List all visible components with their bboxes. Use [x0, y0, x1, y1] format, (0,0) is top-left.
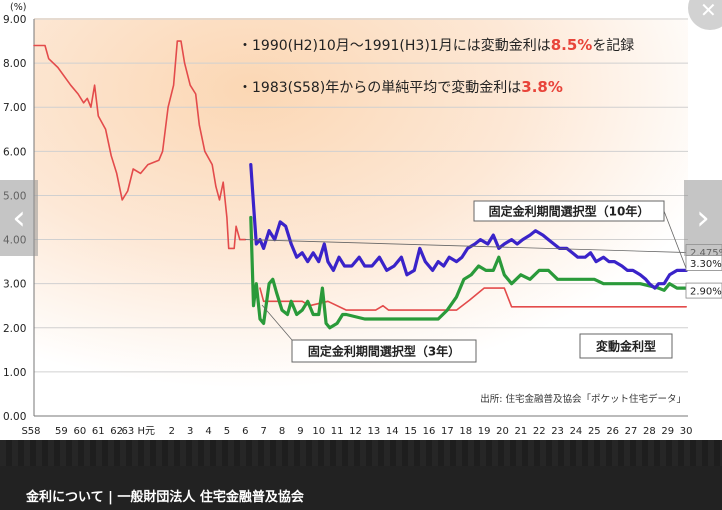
- x-tick-label: 11: [331, 426, 344, 437]
- y-tick-label: 2.00: [3, 323, 26, 335]
- series-label-box: [291, 339, 477, 363]
- series-line-3: [249, 163, 688, 290]
- source-note: 出所: 住宅金融普及協会「ポケット住宅データ」: [480, 393, 686, 405]
- x-tick-label: 4: [205, 426, 211, 437]
- x-tick-label: 28: [643, 426, 656, 437]
- x-tick-label: 3: [187, 426, 193, 437]
- series-label-leader: [261, 304, 293, 341]
- image-caption: 金利について | 一般財団法人 住宅金融普及協会: [26, 490, 304, 505]
- x-tick-label: 16: [423, 426, 436, 437]
- x-tick-label: 24: [570, 426, 583, 437]
- series-label-1: 固定金利期間選択型（3年）: [308, 344, 460, 359]
- x-tick-label: 30: [680, 426, 693, 437]
- y-tick-label: 3.00: [3, 279, 26, 291]
- x-tick-label: 13: [367, 426, 380, 437]
- x-tick-label: 5: [224, 426, 230, 437]
- y-tick-label: 9.00: [3, 14, 26, 26]
- x-tick-label: S58: [21, 426, 40, 437]
- x-tick-label: 27: [625, 426, 638, 437]
- annotation-1: ・1983(S58)年からの単純平均で変動金利は3.8%: [238, 78, 563, 96]
- x-tick-label: 61: [92, 426, 105, 437]
- y-tick-label: 6.00: [3, 146, 26, 158]
- x-tick-label: 14: [386, 426, 399, 437]
- series-label-box: [473, 200, 665, 222]
- x-tick-label: H元: [137, 426, 155, 437]
- next-image-button[interactable]: ›: [684, 180, 722, 256]
- end-label-leader: [245, 239, 689, 253]
- x-tick-label: 25: [588, 426, 601, 437]
- annotation-text: を記録: [592, 37, 634, 54]
- series-label-box: [579, 333, 673, 359]
- annotation-highlight: 8.5%: [551, 36, 593, 54]
- y-tick-label: 1.00: [3, 367, 26, 379]
- x-tick-label: 8: [279, 426, 285, 437]
- annotation-text: ・1990(H2)10月～1991(H3)1月には変動金利は: [238, 37, 551, 54]
- y-tick-label: 7.00: [3, 102, 26, 114]
- series-line-0: [33, 40, 247, 250]
- x-tick-label: 63: [121, 426, 134, 437]
- y-tick-label: 0.00: [3, 411, 26, 423]
- caption-pattern: [0, 440, 722, 466]
- x-tick-label: 17: [441, 426, 454, 437]
- caption-bar: 金利について | 一般財団法人 住宅金融普及協会: [0, 440, 722, 510]
- x-tick-label: 10: [312, 426, 325, 437]
- x-tick-label: 59: [55, 426, 68, 437]
- chart-image: 9.008.007.006.005.004.003.002.001.000.00…: [0, 0, 722, 440]
- x-tick-label: 6: [242, 426, 248, 437]
- x-tick-label: 23: [551, 426, 564, 437]
- interest-rate-chart: 9.008.007.006.005.004.003.002.001.000.00…: [3, 2, 722, 437]
- x-tick-label: 22: [533, 426, 546, 437]
- previous-image-button[interactable]: ‹: [0, 180, 38, 256]
- x-tick-label: 9: [297, 426, 303, 437]
- x-tick-label: 2: [169, 426, 175, 437]
- x-tick-label: 7: [260, 426, 266, 437]
- x-tick-label: 26: [606, 426, 619, 437]
- series-end-label: 2.90%: [690, 287, 722, 298]
- annotation-0: ・1990(H2)10月～1991(H3)1月には変動金利は8.5%を記録: [238, 36, 634, 54]
- series-label-0: 固定金利期間選択型（10年）: [489, 204, 650, 219]
- close-button[interactable]: ✕: [688, 0, 722, 30]
- series-label-leader: [663, 210, 687, 269]
- series-line-1: [259, 287, 687, 311]
- x-tick-label: 19: [478, 426, 491, 437]
- annotation-highlight: 3.8%: [521, 78, 563, 96]
- end-label-box: [685, 282, 722, 299]
- close-icon: ✕: [700, 0, 717, 22]
- y-tick-label: 8.00: [3, 58, 26, 70]
- x-tick-label: 12: [349, 426, 362, 437]
- x-tick-label: 15: [404, 426, 417, 437]
- series-label-2: 変動金利型: [596, 339, 656, 354]
- x-tick-label: 20: [496, 426, 509, 437]
- x-tick-label: 62: [110, 426, 123, 437]
- annotation-text: ・1983(S58)年からの単純平均で変動金利は: [238, 79, 521, 96]
- y-axis-unit-label: (%): [10, 2, 26, 13]
- x-tick-label: 21: [514, 426, 527, 437]
- x-tick-label: 29: [661, 426, 674, 437]
- x-tick-label: 60: [74, 426, 87, 437]
- series-end-label: 3.30%: [690, 259, 722, 270]
- series-line-2: [249, 215, 688, 330]
- x-tick-label: 18: [459, 426, 472, 437]
